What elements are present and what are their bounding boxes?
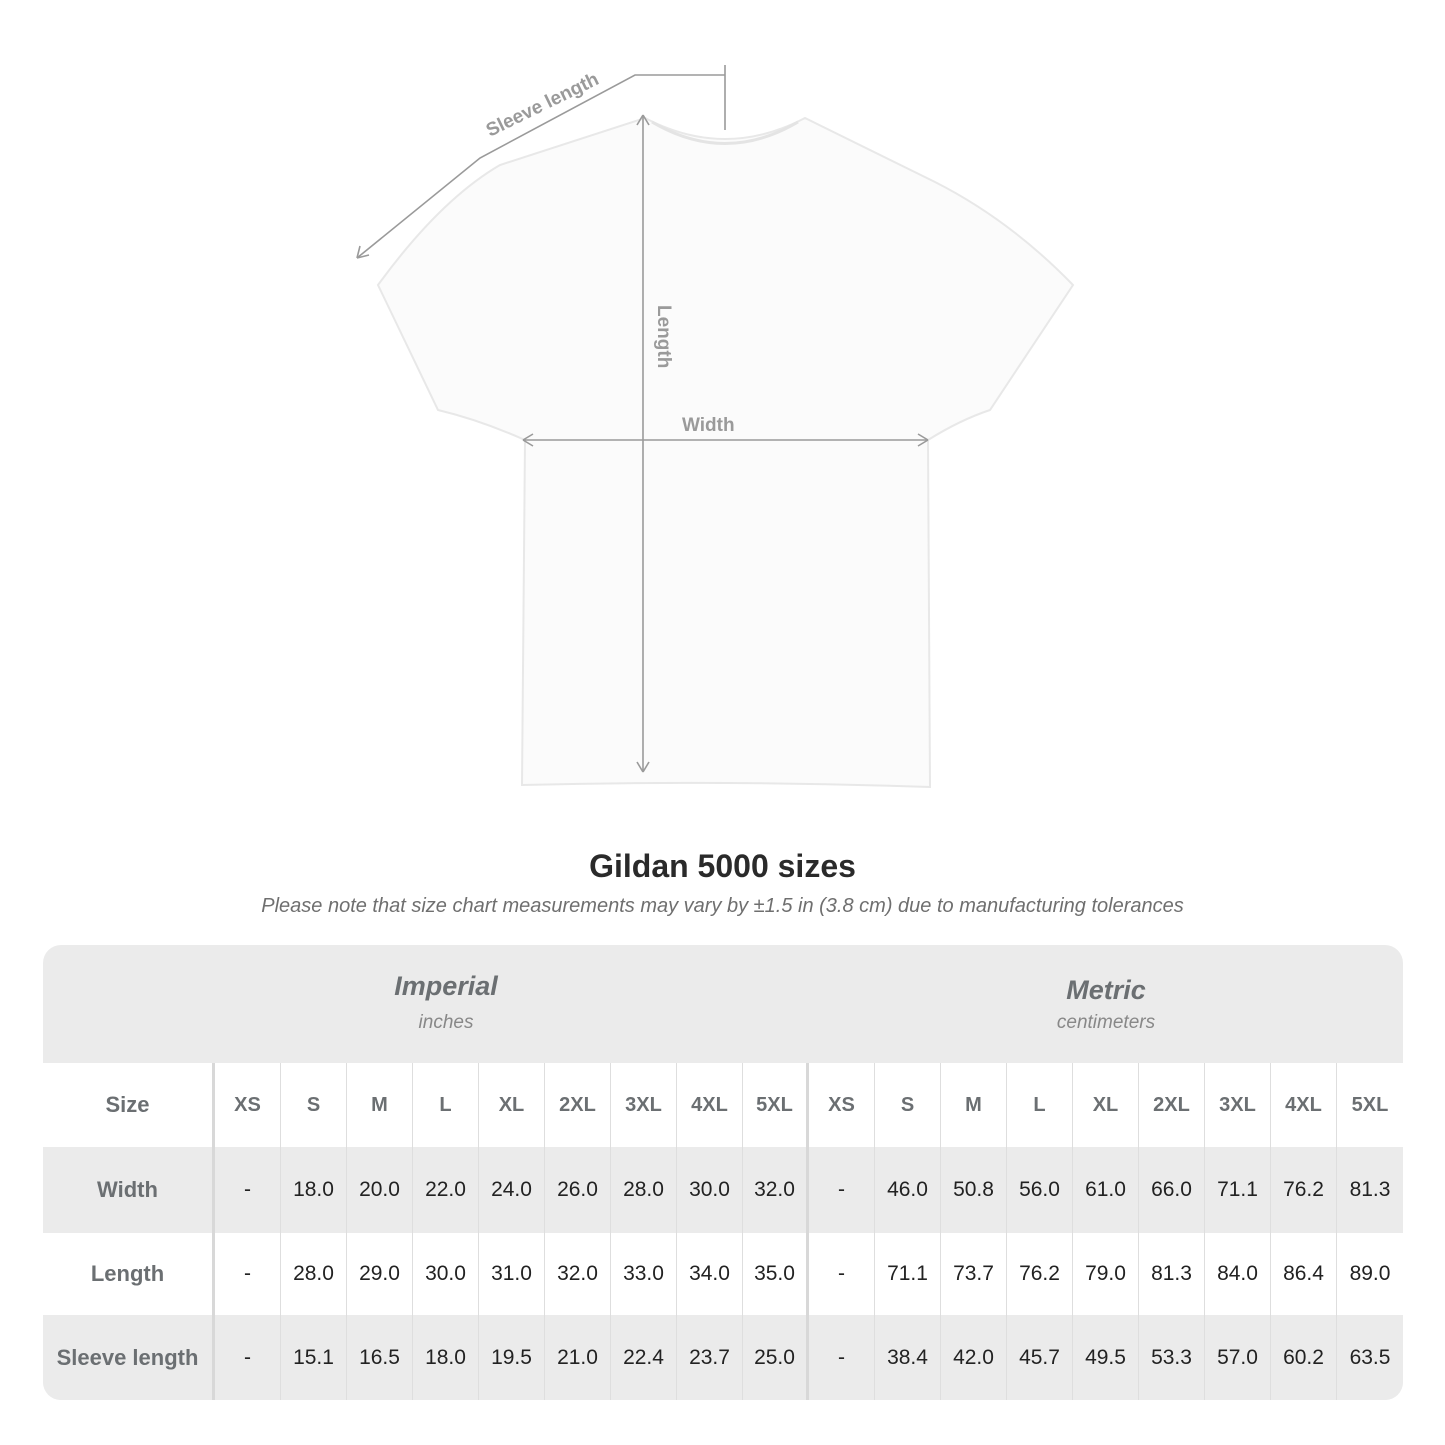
imperial-value-cell: 18.0 [413, 1315, 479, 1400]
size-column-header: S [281, 1063, 347, 1147]
metric-value-cell: 50.8 [941, 1147, 1007, 1233]
metric-value-cell: 66.0 [1139, 1147, 1205, 1233]
arrow-icon [356, 245, 370, 259]
size-column-header: XL [1073, 1063, 1139, 1147]
row-label: Width [43, 1147, 215, 1233]
metric-value-cell: 76.2 [1271, 1147, 1337, 1233]
imperial-value-cell: 25.0 [743, 1315, 809, 1400]
metric-value-cell: 46.0 [875, 1147, 941, 1233]
table-row: Width -18.0 20.0 22.0 24.0 26.0 28.0 30.0 32.0-4… [43, 1147, 1403, 1233]
metric-value-cell: - [809, 1315, 875, 1400]
row-label: Length [43, 1233, 215, 1315]
imperial-value-cell: 22.4 [611, 1315, 677, 1400]
size-table: Imperial inches Metric centimeters Size X… [43, 945, 1403, 1400]
metric-value-cell: 81.3 [1139, 1233, 1205, 1315]
size-header-row: Size XS S M L XL 2XL 3XL 4XL 5XL XS S M L XL 2XL 3XL 4XL 5… [43, 1063, 1403, 1147]
imperial-value-cell: 31.0 [479, 1233, 545, 1315]
imperial-value-cell: 29.0 [347, 1233, 413, 1315]
imperial-value-cell: 30.0 [677, 1147, 743, 1233]
imperial-value-cell: 23.7 [677, 1315, 743, 1400]
metric-value-cell: 89.0 [1349, 1262, 1391, 1285]
size-column-header: XS [809, 1063, 875, 1147]
tshirt-diagram: Sleeve length Length Width [356, 65, 1075, 789]
imperial-value-cell: - [215, 1315, 281, 1400]
imperial-value-cell: 19.5 [479, 1315, 545, 1400]
size-column-header: 2XL [1139, 1063, 1205, 1147]
metric-value-cell: 53.3 [1139, 1315, 1205, 1400]
imperial-title: Imperial [394, 971, 498, 1001]
size-column-header: 5XL [1351, 1093, 1389, 1116]
size-column-header: S [875, 1063, 941, 1147]
imperial-value-cell: - [215, 1233, 281, 1315]
width-label: Width [682, 415, 735, 436]
imperial-unit: inches [418, 1012, 474, 1033]
sleeve-length-label: Sleeve length [483, 69, 602, 142]
imperial-value-cell: 35.0 [743, 1233, 809, 1315]
size-column-header: M [347, 1063, 413, 1147]
table-row: Length -28.0 29.0 30.0 31.0 32.0 33.0 34.0 35.0-… [43, 1233, 1403, 1315]
metric-value-cell: 60.2 [1271, 1315, 1337, 1400]
imperial-value-cell: 15.1 [281, 1315, 347, 1400]
length-label: Length [653, 305, 674, 368]
size-column-header: 4XL [677, 1063, 743, 1147]
metric-value-cell: 63.5 [1349, 1345, 1391, 1369]
metric-value-cell: 56.0 [1007, 1147, 1073, 1233]
imperial-value-cell: 18.0 [281, 1147, 347, 1233]
size-column-header: 3XL [1205, 1063, 1271, 1147]
imperial-value-cell: 21.0 [545, 1315, 611, 1400]
size-header-label: Size [43, 1063, 215, 1147]
imperial-value-cell: 22.0 [413, 1147, 479, 1233]
table-row: Sleeve length -15.1 16.5 18.0 19.5 21.0 22.4 23… [43, 1315, 1403, 1400]
arrow-icon [636, 114, 650, 773]
metric-title: Metric [1066, 975, 1146, 1005]
imperial-value-cell: 24.0 [479, 1147, 545, 1233]
size-column-header: XS [215, 1063, 281, 1147]
size-column-header: 5XL [743, 1063, 809, 1147]
metric-value-cell: 86.4 [1271, 1233, 1337, 1315]
metric-value-cell: - [809, 1233, 875, 1315]
size-column-header: 2XL [545, 1063, 611, 1147]
size-column-header: M [941, 1063, 1007, 1147]
metric-value-cell: 79.0 [1073, 1233, 1139, 1315]
imperial-value-cell: 33.0 [611, 1233, 677, 1315]
metric-value-cell: 57.0 [1205, 1315, 1271, 1400]
row-label: Sleeve length [43, 1315, 215, 1400]
tshirt-collar [651, 120, 799, 145]
imperial-value-cell: 30.0 [413, 1233, 479, 1315]
imperial-value-cell: 28.0 [611, 1147, 677, 1233]
size-column-header: 4XL [1271, 1063, 1337, 1147]
imperial-value-cell: 34.0 [677, 1233, 743, 1315]
size-column-header: XL [479, 1063, 545, 1147]
metric-value-cell: 73.7 [941, 1233, 1007, 1315]
metric-header: Metric centimeters [809, 945, 1403, 1063]
metric-unit: centimeters [1056, 1012, 1156, 1033]
imperial-value-cell: 20.0 [347, 1147, 413, 1233]
size-column-header: 3XL [611, 1063, 677, 1147]
imperial-value-cell: - [215, 1147, 281, 1233]
imperial-header: Imperial inches [215, 945, 677, 1063]
metric-value-cell: - [809, 1147, 875, 1233]
imperial-value-cell: 32.0 [545, 1233, 611, 1315]
metric-value-cell: 42.0 [941, 1315, 1007, 1400]
metric-value-cell: 71.1 [875, 1233, 941, 1315]
metric-value-cell: 76.2 [1007, 1233, 1073, 1315]
metric-value-cell: 81.3 [1349, 1178, 1391, 1201]
imperial-value-cell: 26.0 [545, 1147, 611, 1233]
imperial-value-cell: 16.5 [347, 1315, 413, 1400]
sleeve-length-line [356, 74, 725, 259]
metric-value-cell: 61.0 [1073, 1147, 1139, 1233]
metric-value-cell: 71.1 [1205, 1147, 1271, 1233]
tshirt-image [376, 116, 1075, 789]
page-title: Gildan 5000 sizes [589, 848, 856, 884]
imperial-value-cell: 32.0 [743, 1147, 809, 1233]
metric-value-cell: 45.7 [1007, 1315, 1073, 1400]
metric-value-cell: 38.4 [875, 1315, 941, 1400]
metric-value-cell: 49.5 [1073, 1315, 1139, 1400]
tolerance-note: Please note that size chart measurements… [261, 895, 1184, 917]
size-column-header: L [413, 1063, 479, 1147]
size-column-header: L [1007, 1063, 1073, 1147]
arrow-icon [522, 433, 929, 447]
imperial-value-cell: 28.0 [281, 1233, 347, 1315]
metric-value-cell: 84.0 [1205, 1233, 1271, 1315]
